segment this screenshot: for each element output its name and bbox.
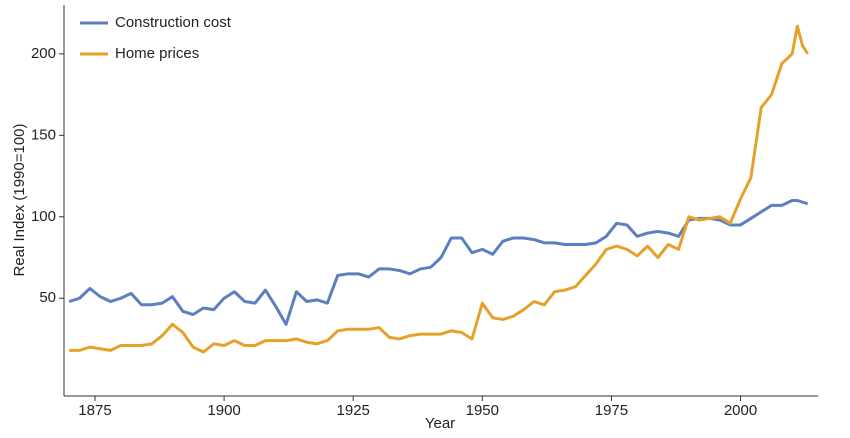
x-axis-label: Year <box>425 415 455 432</box>
legend-label: Construction cost <box>115 14 232 31</box>
series-line <box>69 24 809 354</box>
x-tick-label: 1975 <box>595 402 628 419</box>
y-tick-label: 150 <box>31 126 56 143</box>
x-tick-label: 1950 <box>466 402 499 419</box>
legend-label: Home prices <box>115 45 199 62</box>
y-tick-label: 50 <box>39 289 56 306</box>
x-tick-label: 1875 <box>78 402 111 419</box>
y-tick-label: 100 <box>31 208 56 225</box>
x-tick-label: 1900 <box>207 402 240 419</box>
x-tick-label: 2000 <box>724 402 757 419</box>
y-axis-label: Real Index (1990=100) <box>11 123 28 276</box>
y-tick-label: 200 <box>31 45 56 62</box>
x-tick-label: 1925 <box>337 402 370 419</box>
